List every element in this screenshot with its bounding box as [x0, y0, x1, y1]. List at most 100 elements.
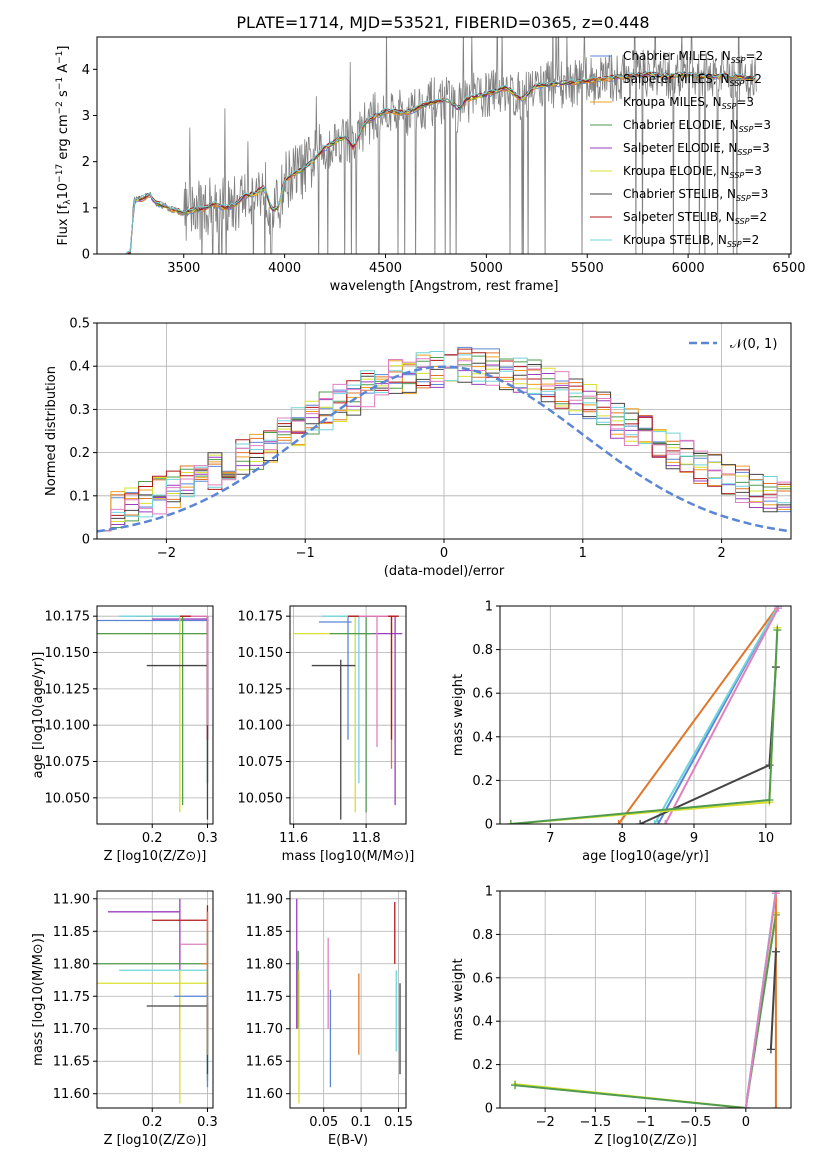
y-axis-label: age [log10(age/yr)] — [31, 652, 46, 779]
y-tick-label: 0.5 — [69, 317, 90, 332]
panel-residuals: −2 −1 0 1 2 0 0.1 0.2 0.3 0.4 0.5 (data-model)/erro… — [44, 317, 792, 579]
legend-entry: Chabrier STELIB, NSSP=3 — [623, 187, 768, 203]
x-tick-label: 11.8 — [352, 831, 381, 846]
error-bar — [311, 659, 356, 820]
weight-marker — [741, 1104, 750, 1108]
legend-text: Chabrier ELODIE, N — [623, 118, 739, 132]
y-tick-label: 0.1 — [69, 489, 90, 504]
axes-frame — [499, 605, 792, 825]
weight-marker — [654, 820, 663, 824]
weight-line — [617, 606, 779, 824]
y-tick-label: 10.100 — [238, 719, 284, 734]
y-axis-label: Normed distribution — [44, 366, 59, 496]
error-bar — [97, 616, 208, 806]
weight-marker — [506, 820, 515, 824]
legend-text: Kroupa STELIB, N — [623, 233, 727, 247]
axes: 7 8 9 10 0 0.2 0.4 0.6 0.8 1 age [log10(age/yr)] ma… — [451, 600, 792, 864]
x-axis-label: mass [log10(M/M⊙)] — [282, 849, 415, 864]
weight-series — [506, 623, 782, 824]
x-tick-label: −2 — [157, 546, 176, 561]
x-tick-label: 5000 — [470, 261, 503, 276]
x-axis-label: (data-model)/error — [384, 564, 505, 579]
weight-series — [661, 606, 783, 824]
y-tick-label: 10.050 — [45, 791, 91, 806]
legend-value: =2 — [749, 210, 767, 224]
label-part: s — [56, 90, 71, 101]
legend-value: =3 — [744, 164, 762, 178]
legend-entry: Chabrier ELODIE, NSSP=3 — [623, 118, 771, 134]
data-spectrum-line — [131, 37, 757, 254]
axes-frame — [96, 36, 792, 255]
legend-subscript: SSP — [739, 125, 754, 134]
legend-text: Chabrier STELIB, N — [623, 187, 736, 201]
x-tick-label: −1.5 — [580, 1115, 612, 1130]
axes: 3500 4000 4500 5000 5500 6000 6500 0 1 2 3 4 wavelen… — [55, 36, 806, 294]
weight-line — [769, 951, 777, 1050]
y-tick-label: 11.85 — [53, 925, 90, 940]
plot-area — [506, 606, 783, 824]
y-tick-label: 0.4 — [69, 360, 90, 375]
plot-area — [97, 346, 791, 533]
weight-marker — [661, 820, 670, 824]
legend-subscript: SSP — [730, 171, 745, 180]
axes: 0.2 0.3 10.050 10.075 10.100 10.125 10.150 10.1… — [31, 605, 218, 864]
y-tick-label: 10.175 — [238, 610, 284, 625]
axes-frame — [96, 890, 214, 1109]
legend-entry: Salpeter ELODIE, NSSP=3 — [623, 141, 770, 157]
weight-series — [506, 625, 782, 824]
y-tick-label: 0.8 — [472, 928, 493, 943]
weight-line — [515, 914, 777, 1108]
grid — [500, 890, 791, 1109]
y-tick-label: 0.6 — [472, 687, 493, 702]
plot-area — [296, 898, 401, 1104]
x-tick-label: −2 — [536, 1115, 555, 1130]
axes: −2 −1 0 1 2 0 0.1 0.2 0.3 0.4 0.5 (data-model)/erro… — [44, 317, 792, 579]
weight-line — [653, 606, 779, 824]
y-tick-label: 11.60 — [53, 1087, 90, 1102]
normal-curve-line — [97, 365, 791, 533]
legend: 𝒩(0, 1) — [689, 337, 777, 352]
y-tick-label: 10.175 — [45, 610, 91, 625]
grid — [500, 605, 791, 825]
y-tick-label: 11.90 — [53, 892, 90, 907]
model-line-kroupa-stelib — [124, 70, 755, 254]
x-axis-label: Z [log10(Z/Z⊙)] — [594, 1133, 697, 1148]
legend-text: Salpeter ELODIE, N — [623, 141, 737, 155]
y-tick-label: 10.075 — [238, 755, 284, 770]
y-tick-label: 10.125 — [238, 682, 284, 697]
y-tick-label: 10.150 — [238, 646, 284, 661]
x-tick-label: 0.15 — [384, 1115, 413, 1130]
y-tick-label: 0.3 — [69, 403, 90, 418]
y-tick-label: 11.65 — [53, 1055, 90, 1070]
y-tick-label: 0.6 — [472, 971, 493, 986]
x-tick-label: 0 — [440, 546, 448, 561]
error-bar — [97, 616, 209, 784]
panel-age_vs_mass: 11.6 11.8 10.050 10.075 10.100 10.125 10.150 10… — [238, 605, 415, 864]
y-axis-label: Flux [fλ10−17 erg cm−2 s−1 A−1] — [55, 46, 73, 246]
x-tick-label: 0.2 — [142, 831, 163, 846]
x-tick-label: 5500 — [571, 261, 604, 276]
panel-age_vs_Z: 0.2 0.3 10.050 10.075 10.100 10.125 10.150 10.1… — [31, 605, 218, 864]
x-axis-label: E(B-V) — [328, 1133, 368, 1148]
label-part: −1 — [55, 77, 65, 90]
legend-subscript: SSP — [735, 217, 750, 226]
weight-marker — [771, 891, 780, 898]
x-tick-label: 7 — [546, 831, 554, 846]
weight-line — [664, 607, 779, 824]
x-tick-label: 11.6 — [279, 831, 308, 846]
legend-text: Chabrier MILES, N — [623, 49, 731, 63]
legend-value: =3 — [753, 118, 771, 132]
x-tick-label: 3500 — [167, 261, 200, 276]
x-tick-label: −0.5 — [680, 1115, 712, 1130]
y-tick-label: 0.2 — [472, 774, 493, 789]
x-tick-label: 0.2 — [142, 1115, 163, 1130]
legend-value: =3 — [752, 141, 770, 155]
x-tick-label: 6500 — [772, 261, 805, 276]
axes-frame — [289, 890, 407, 1109]
weight-marker — [650, 820, 659, 824]
weight-marker — [765, 796, 774, 805]
y-tick-label: 0 — [82, 248, 90, 263]
weight-line — [510, 629, 779, 824]
y-tick-label: 11.70 — [246, 1022, 283, 1037]
